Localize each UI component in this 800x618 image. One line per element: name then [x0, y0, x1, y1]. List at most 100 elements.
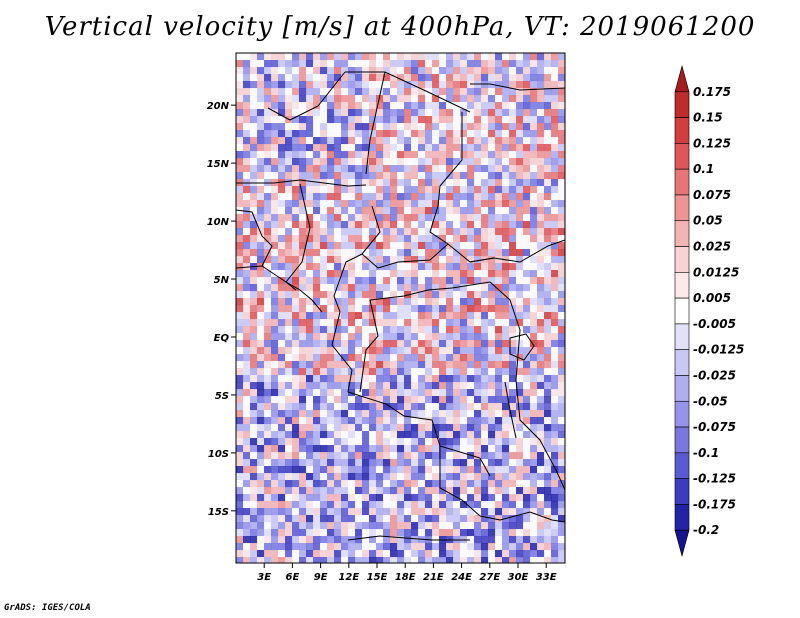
field-cell: [544, 473, 552, 481]
field-cell: [243, 137, 251, 145]
field-cell: [271, 382, 279, 390]
field-cell: [544, 340, 552, 348]
field-cell: [397, 382, 405, 390]
field-cell: [516, 424, 524, 432]
field-cell: [348, 123, 356, 131]
field-cell: [285, 263, 293, 271]
field-cell: [313, 193, 321, 201]
field-cell: [544, 466, 552, 474]
field-cell: [355, 382, 363, 390]
field-cell: [271, 221, 279, 229]
field-cell: [250, 200, 258, 208]
field-cell: [390, 340, 398, 348]
field-cell: [334, 102, 342, 110]
field-cell: [271, 116, 279, 124]
field-cell: [348, 375, 356, 383]
field-cell: [334, 144, 342, 152]
field-cell: [425, 291, 433, 299]
field-cell: [453, 543, 461, 551]
field-cell: [502, 487, 510, 495]
field-cell: [544, 53, 552, 61]
field-cell: [516, 501, 524, 509]
field-cell: [411, 473, 419, 481]
field-cell: [341, 200, 349, 208]
field-cell: [264, 151, 272, 159]
field-cell: [411, 256, 419, 264]
field-cell: [390, 60, 398, 68]
field-cell: [320, 361, 328, 369]
field-cell: [446, 452, 454, 460]
field-cell: [341, 207, 349, 215]
field-cell: [474, 326, 482, 334]
field-cell: [516, 557, 524, 563]
field-cell: [355, 214, 363, 222]
field-cell: [453, 67, 461, 75]
field-cell: [488, 438, 496, 446]
field-cell: [278, 473, 286, 481]
field-cell: [495, 137, 503, 145]
field-cell: [243, 361, 251, 369]
field-cell: [439, 403, 447, 411]
border-egypt-sudan: [437, 112, 463, 207]
field-cell: [551, 249, 559, 257]
field-cell: [537, 137, 545, 145]
field-cell: [306, 130, 314, 138]
field-cell: [278, 326, 286, 334]
field-cell: [432, 550, 440, 558]
field-cell: [516, 382, 524, 390]
field-cell: [530, 501, 538, 509]
field-cell: [369, 466, 377, 474]
field-cell: [320, 74, 328, 82]
field-cell: [467, 116, 475, 124]
field-cell: [264, 291, 272, 299]
field-cell: [327, 81, 335, 89]
field-cell: [523, 60, 531, 68]
field-cell: [432, 67, 440, 75]
field-cell: [544, 277, 552, 285]
field-cell: [264, 536, 272, 544]
field-cell: [509, 452, 517, 460]
field-cell: [320, 291, 328, 299]
field-cell: [446, 298, 454, 306]
field-cell: [481, 515, 489, 523]
field-cell: [243, 81, 251, 89]
field-cell: [551, 536, 559, 544]
field-cell: [264, 270, 272, 278]
field-cell: [299, 291, 307, 299]
field-cell: [348, 193, 356, 201]
field-cell: [558, 340, 565, 348]
field-cell: [425, 445, 433, 453]
field-cell: [327, 396, 335, 404]
field-cell: [278, 501, 286, 509]
field-cell: [292, 130, 300, 138]
field-cell: [488, 529, 496, 537]
field-cell: [432, 431, 440, 439]
field-cell: [425, 158, 433, 166]
field-cell: [299, 172, 307, 180]
field-cell: [327, 242, 335, 250]
field-cell: [495, 312, 503, 320]
field-cell: [418, 221, 426, 229]
field-cell: [348, 438, 356, 446]
field-cell: [292, 263, 300, 271]
border-nigeria-cameroon: [285, 183, 311, 291]
field-cell: [411, 277, 419, 285]
field-cell: [376, 501, 384, 509]
field-cell: [383, 522, 391, 530]
colorbar-swatch: [674, 478, 690, 505]
field-cell: [467, 151, 475, 159]
field-cell: [278, 298, 286, 306]
field-cell: [558, 179, 565, 187]
field-cell: [439, 438, 447, 446]
field-cell: [243, 431, 251, 439]
field-cell: [313, 473, 321, 481]
field-cell: [257, 438, 265, 446]
field-cell: [453, 361, 461, 369]
field-cell: [432, 214, 440, 222]
field-cell: [537, 298, 545, 306]
field-cell: [313, 543, 321, 551]
field-cell: [530, 410, 538, 418]
field-cell: [299, 88, 307, 96]
field-cell: [558, 515, 565, 523]
